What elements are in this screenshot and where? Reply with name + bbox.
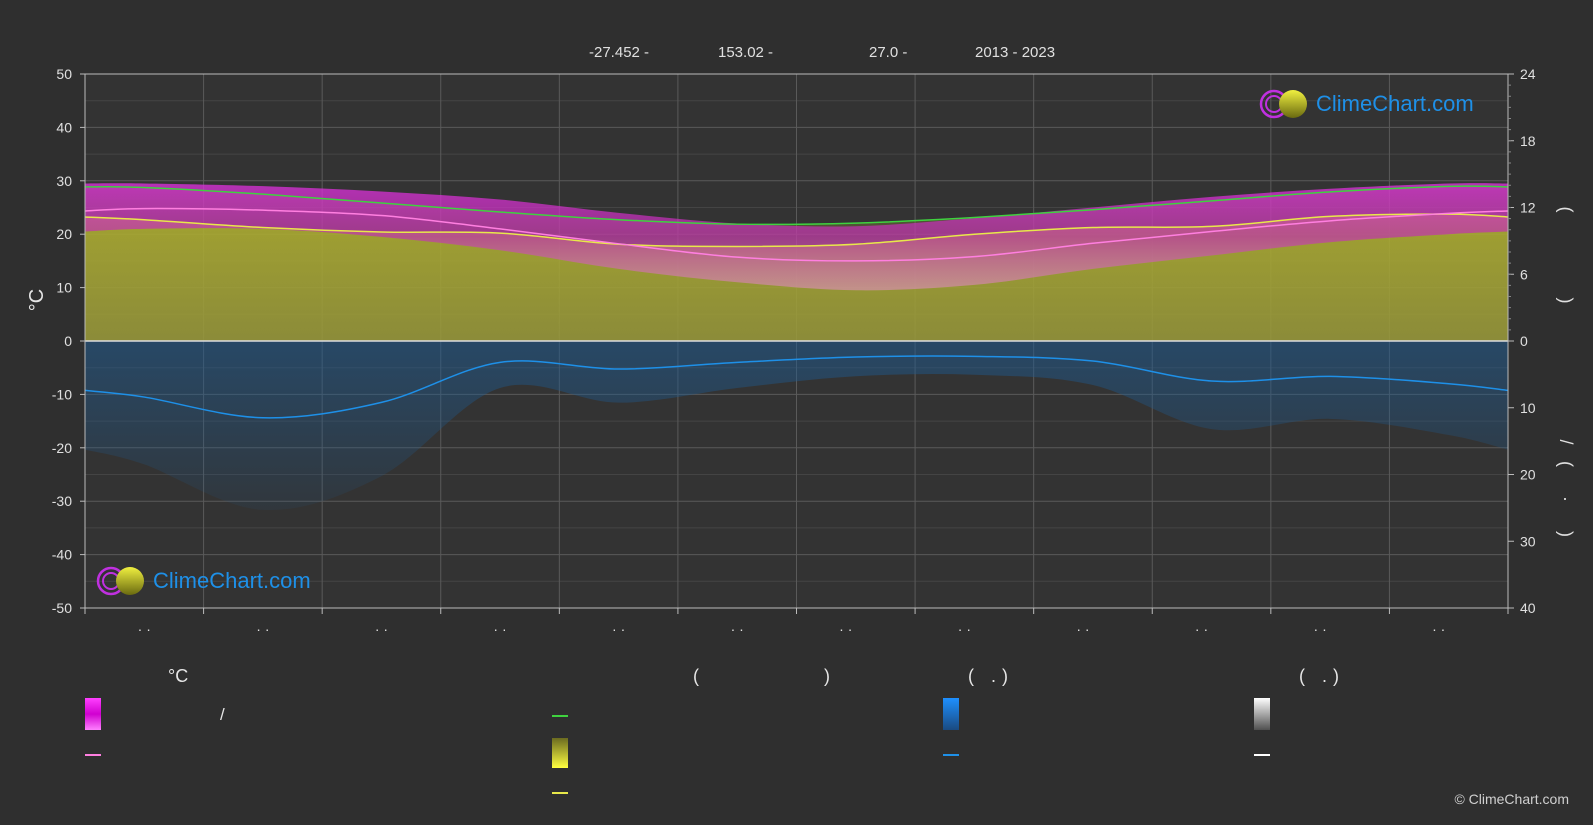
month-label: · ·: [731, 621, 744, 637]
month-label: · ·: [839, 621, 852, 637]
logo-top[interactable]: ClimeChart.com: [1258, 88, 1474, 120]
legend-rain-title: ( .): [968, 666, 1014, 686]
data-lines: [84, 185, 1509, 419]
legend-swatch-sunshine-range: [552, 738, 568, 768]
right-tick-label-hours: 6: [1520, 266, 1528, 282]
month-label: · ·: [375, 621, 388, 637]
legend-snow-title: ( .): [1299, 666, 1345, 686]
month-label: · ·: [1432, 621, 1445, 637]
left-tick-label: 40: [56, 119, 72, 135]
legend-swatch-snow-mean: [1254, 754, 1270, 756]
left-tick-label: -10: [52, 386, 72, 402]
legend-swatch-snow-range: [1254, 698, 1270, 730]
logo-bottom[interactable]: ClimeChart.com: [95, 565, 311, 597]
right-tick-label-precip: 20: [1520, 467, 1536, 483]
right-axis-title-slash: /: [1556, 439, 1576, 444]
right-tick-label-hours: 18: [1520, 133, 1536, 149]
legend-swatch-rain-range: [943, 698, 959, 730]
rain-area: [85, 341, 1508, 511]
climechart-logo-icon: [1259, 89, 1307, 119]
climechart-logo-icon: [96, 566, 144, 596]
legend-temp-range-label: /: [220, 705, 225, 724]
month-label: · ·: [1076, 621, 1089, 637]
right-tick-label-precip: 40: [1520, 600, 1536, 616]
left-tick-label: 20: [56, 226, 72, 242]
month-label: · ·: [256, 621, 269, 637]
legend-temperature-title: °C: [168, 666, 189, 686]
right-tick-label-precip: 10: [1520, 400, 1536, 416]
temperature-mean-line: [84, 207, 1509, 262]
legend-swatch-temp-mean: [85, 754, 101, 756]
left-tick-label: -20: [52, 440, 72, 456]
right-tick-label-hours: 0: [1520, 333, 1528, 349]
legend-swatch-rain-mean: [943, 754, 959, 756]
header-longitude: 153.02 -: [718, 44, 774, 61]
left-tick-label: 50: [56, 66, 72, 82]
month-label: · ·: [493, 621, 506, 637]
header-elevation: 27.0 -: [869, 44, 908, 61]
axes: 50 40 30 20 10 0 -10 -20 -30 -40 -50 24 18 12 6 0 10 20 30…: [52, 66, 1536, 637]
legend-swatch-daylight: [552, 715, 568, 717]
data-areas: [85, 183, 1508, 511]
right-tick-label-hours: 12: [1520, 200, 1536, 216]
left-tick-label: -40: [52, 547, 72, 563]
left-tick-label: 30: [56, 173, 72, 189]
precipitation-line: [84, 355, 1509, 419]
month-label: · ·: [1195, 621, 1208, 637]
sunshine-line: [84, 213, 1509, 248]
right-tick-label-hours: 24: [1520, 66, 1536, 82]
month-label: · ·: [612, 621, 625, 637]
temperature-range-area: [85, 183, 1508, 291]
right-axis-title-top: ( ): [1556, 207, 1576, 344]
legend-sunshine-title: ( ): [693, 666, 890, 686]
month-label: · ·: [958, 621, 971, 637]
month-label: · ·: [138, 621, 151, 637]
left-tick-label: -50: [52, 600, 72, 616]
right-axis-title-bottom: ( · ): [1556, 461, 1576, 549]
logo-text: ClimeChart.com: [153, 568, 311, 593]
right-tick-label-precip: 30: [1520, 533, 1536, 549]
header-latitude: -27.452 -: [589, 44, 650, 61]
left-tick-label: 10: [56, 280, 72, 296]
legend-swatch-temp-range: [85, 698, 101, 730]
legend-swatch-sunshine-mean: [552, 792, 568, 794]
month-label: · ·: [1314, 621, 1327, 637]
copyright: © ClimeChart.com: [1454, 791, 1569, 807]
header-years: 2013 - 2023: [975, 44, 1056, 61]
left-tick-label: -30: [52, 493, 72, 509]
logo-text: ClimeChart.com: [1316, 91, 1474, 116]
left-axis-title: °C: [26, 289, 48, 311]
left-tick-label: 0: [64, 333, 72, 349]
daylight-line: [84, 185, 1509, 226]
